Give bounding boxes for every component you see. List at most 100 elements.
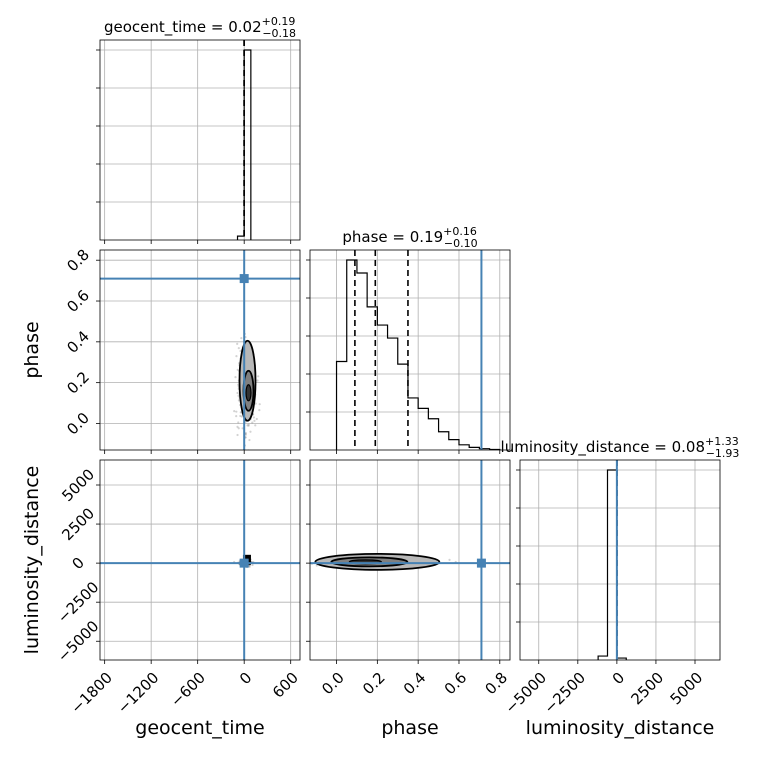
sample-point: [248, 438, 251, 442]
x-tick-label: −1200: [114, 669, 163, 718]
sample-point: [255, 417, 258, 421]
x-tick-label: 0.6: [441, 669, 471, 699]
panel-title-luminosity_distance: luminosity_distance = 0.08+1.33 −1.93: [501, 435, 740, 460]
sample-point: [251, 421, 254, 424]
x-tick-label: −1800: [67, 669, 116, 718]
sample-point: [237, 427, 240, 430]
panel-border: [99, 249, 301, 451]
sample-point: [246, 424, 249, 427]
y-tick-label: 0: [68, 554, 87, 573]
panel-border: [99, 459, 301, 661]
hist-step: [597, 469, 627, 660]
x-tick-label: 5000: [667, 669, 707, 709]
sample-point: [448, 558, 451, 561]
sample-point: [236, 368, 239, 371]
2d-panel-luminosity_distance-vs-phase: 0.0 0.2 0.4 0.6 0.8: [306, 459, 512, 699]
sample-point: [237, 458, 239, 460]
x-axis-label-geocent_time: geocent_time: [135, 717, 264, 739]
density-contour: [245, 384, 252, 402]
title-main: luminosity_distance = 0.08: [501, 438, 705, 457]
panel-content: [100, 40, 300, 240]
title-main: phase = 0.19: [342, 228, 443, 246]
sample-point: [253, 419, 256, 422]
x-axis-label-phase: phase: [381, 717, 438, 739]
sample-point: [249, 430, 252, 433]
panel-title-phase: phase = 0.19+0.16 −0.10: [342, 225, 477, 250]
sample-point: [254, 424, 257, 427]
x-tick-label: −600: [167, 669, 209, 711]
sample-point: [257, 375, 260, 378]
y-tick-label: 0.0: [63, 409, 93, 439]
sample-point: [236, 342, 239, 345]
y-tick-label: 5000: [58, 465, 98, 505]
sample-point: [256, 379, 259, 382]
hist-panel-geocent_time: [96, 39, 301, 244]
x-tick-label: 0.4: [400, 669, 430, 699]
sample-point: [236, 391, 239, 395]
x-tick-label: 0: [236, 669, 255, 688]
sample-point: [237, 421, 240, 424]
sample-point: [237, 347, 240, 350]
y-tick-label: 2500: [58, 504, 98, 544]
x-tick-label: 0: [609, 669, 628, 688]
sample-point: [239, 414, 242, 418]
sample-point: [236, 425, 239, 428]
sample-point: [237, 399, 241, 402]
sample-point: [244, 431, 247, 435]
panel-border: [309, 459, 511, 661]
hist-panel-luminosity_distance: −5000−2500 0 2500 5000: [501, 459, 721, 718]
sample-point: [315, 564, 318, 567]
panel-content: [100, 250, 300, 460]
x-tick-label: 2500: [628, 669, 668, 709]
panel-title-geocent_time: geocent_time = 0.02+0.19 −0.18: [104, 15, 296, 40]
sample-point: [240, 415, 243, 418]
sample-point: [240, 337, 243, 340]
x-tick-label: 0.2: [359, 669, 389, 699]
title-upper: +1.33: [705, 435, 739, 448]
sample-point: [258, 409, 261, 412]
panel-content: [310, 250, 510, 450]
sample-point: [254, 402, 257, 405]
sample-point: [251, 563, 254, 567]
x-tick-label: −5000: [501, 669, 550, 718]
hist-panel-phase: [306, 249, 511, 454]
sample-point: [247, 423, 250, 426]
hist-step: [335, 259, 501, 450]
sample-point: [252, 416, 256, 419]
x-tick-label: 0.8: [482, 669, 512, 699]
x-tick-label: −2500: [541, 669, 590, 718]
truth-marker: [239, 274, 249, 284]
title-upper: +0.16: [443, 225, 477, 238]
title-lower: −1.93: [706, 447, 740, 460]
y-axis-label-phase: phase: [21, 321, 43, 378]
y-tick-label: 0.8: [63, 246, 93, 276]
sample-point: [239, 411, 242, 414]
sample-point: [247, 424, 250, 427]
sample-point: [234, 376, 237, 379]
y-tick-label: 0.4: [63, 327, 93, 357]
y-tick-label: −2500: [54, 578, 103, 627]
x-axis-label-luminosity_distance: luminosity_distance: [526, 717, 715, 739]
y-tick-label: −5000: [54, 617, 103, 666]
title-lower: −0.10: [444, 237, 478, 250]
sample-point: [237, 394, 240, 397]
sample-point: [244, 433, 247, 436]
y-tick-label: 0.2: [63, 368, 93, 398]
sample-point: [239, 349, 242, 353]
truth-marker: [239, 558, 249, 568]
y-tick-label: 0.6: [63, 286, 93, 316]
panel-border: [519, 459, 721, 661]
sample-point: [235, 410, 238, 413]
panel-border: [309, 249, 511, 451]
sample-point: [235, 415, 238, 418]
panel-border: [99, 39, 301, 241]
sample-point: [248, 565, 251, 568]
truth-marker: [476, 558, 486, 568]
title-lower: −0.18: [262, 27, 296, 40]
x-tick-label: 600: [269, 669, 302, 702]
panel-content: [520, 460, 720, 660]
panel-content: [310, 460, 510, 660]
y-axis-label-luminosity_distance: luminosity_distance: [21, 466, 43, 655]
